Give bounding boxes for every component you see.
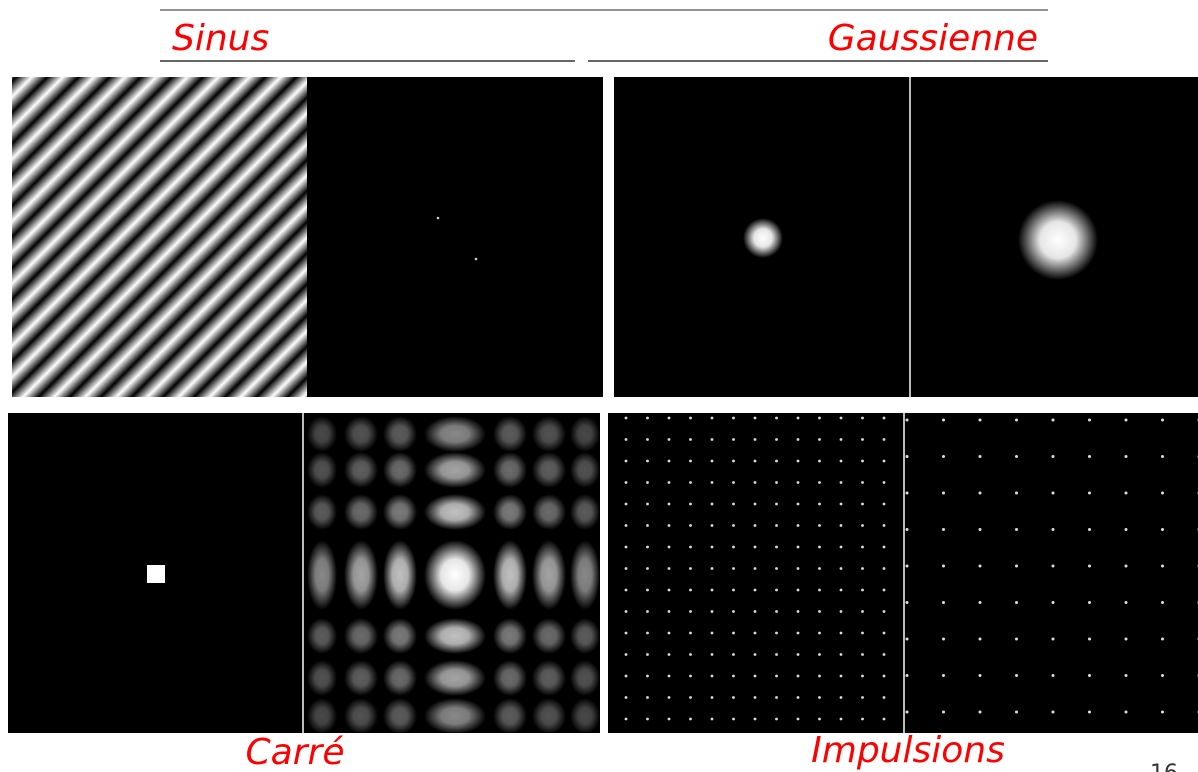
sinc-lobe bbox=[493, 540, 527, 610]
sinc-lobe bbox=[424, 494, 486, 530]
sinc-lobe bbox=[383, 698, 417, 734]
gaussian bbox=[743, 218, 783, 258]
sinc-lobe bbox=[532, 660, 566, 696]
sinc-lobe bbox=[344, 698, 378, 734]
sinc-lobe bbox=[493, 698, 527, 734]
sinc-lobe bbox=[570, 494, 600, 530]
sinc-lobe bbox=[424, 540, 486, 610]
square bbox=[147, 565, 165, 583]
sinc-lobe bbox=[424, 416, 486, 452]
sine-spectrum bbox=[307, 77, 603, 397]
sinc-lobe bbox=[493, 452, 527, 488]
gaussian-images bbox=[614, 77, 1198, 397]
spectrum-dot bbox=[475, 258, 478, 261]
sinc-lobe bbox=[532, 618, 566, 654]
sinc-lobe bbox=[344, 416, 378, 452]
sinc-lobe bbox=[344, 618, 378, 654]
sinc-lobe bbox=[383, 540, 417, 610]
sinc-lobe bbox=[307, 698, 337, 734]
sinc-lobe bbox=[383, 494, 417, 530]
sinc-lobe bbox=[307, 618, 337, 654]
sinc-lobe bbox=[493, 416, 527, 452]
slide: Sinus Gaussienne Carré Impulsions 16 bbox=[0, 0, 1198, 772]
label: Sinus bbox=[172, 18, 269, 59]
sinc-lobe bbox=[570, 698, 600, 734]
sinc-lobe bbox=[344, 660, 378, 696]
sinc-lobe bbox=[344, 540, 378, 610]
sinc-lobe bbox=[570, 416, 600, 452]
sinc-lobe bbox=[344, 494, 378, 530]
impulse-grid bbox=[905, 413, 1198, 733]
label: Gaussienne bbox=[828, 18, 1038, 59]
spectrum-dot bbox=[437, 217, 440, 220]
sinc-lobe bbox=[424, 698, 486, 734]
sinc-lobe bbox=[307, 452, 337, 488]
sinc-lobe bbox=[307, 660, 337, 696]
sinc-lobe bbox=[493, 660, 527, 696]
sinc-lobe bbox=[570, 452, 600, 488]
label: Carré bbox=[246, 732, 345, 772]
sinc-lobe bbox=[532, 452, 566, 488]
sinc-lobe bbox=[532, 698, 566, 734]
sinc-lobe bbox=[532, 494, 566, 530]
sinc-lobe bbox=[307, 416, 337, 452]
sinc-lobe bbox=[570, 618, 600, 654]
sinc-lobe bbox=[424, 452, 486, 488]
sinc-lobe bbox=[493, 618, 527, 654]
sinc-lobe bbox=[383, 452, 417, 488]
sinc-lobe bbox=[383, 618, 417, 654]
sinc-lobe bbox=[383, 416, 417, 452]
sinc-lobe bbox=[493, 494, 527, 530]
impulse-grid bbox=[608, 413, 903, 733]
page-number: 16 bbox=[1150, 761, 1178, 772]
sinc-lobe bbox=[532, 416, 566, 452]
sine-image bbox=[12, 77, 307, 397]
sinc-lobe bbox=[424, 660, 486, 696]
gaussian bbox=[1018, 200, 1098, 280]
sinc-lobe bbox=[344, 452, 378, 488]
sinc-lobe bbox=[383, 660, 417, 696]
sinc-lobe bbox=[307, 494, 337, 530]
sinc-lobe bbox=[424, 618, 486, 654]
sinc-lobe bbox=[570, 660, 600, 696]
sinc-lobe bbox=[570, 540, 600, 610]
sinc-lobe bbox=[532, 540, 566, 610]
sinc-lobe bbox=[307, 540, 337, 610]
sinc-spectrum bbox=[307, 416, 600, 734]
label: Impulsions bbox=[811, 730, 1005, 771]
